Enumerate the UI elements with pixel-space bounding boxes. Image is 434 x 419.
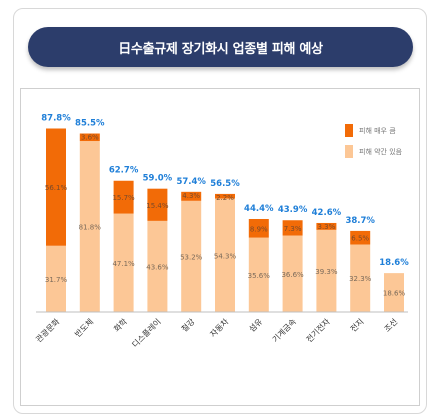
bar-severe-6	[248, 218, 269, 238]
category-label-9: 전지	[348, 316, 365, 333]
bar-severe-0	[46, 128, 66, 246]
label-severe-9: 6.5%	[351, 235, 369, 243]
label-severe-1: 3.6%	[81, 134, 99, 142]
bar-severe-9	[350, 230, 371, 245]
legend-swatch-severe	[345, 124, 353, 137]
label-some-7: 36.6%	[281, 271, 304, 279]
category-label-10: 조선	[383, 317, 400, 334]
bar-severe-4	[181, 191, 202, 201]
bar-severe-7	[282, 220, 303, 236]
label-some-9: 32.3%	[349, 275, 372, 283]
bar-some-4	[181, 200, 202, 312]
category-label-4: 철강	[179, 316, 197, 334]
legend-item-some: 피해 약간 있음	[345, 145, 402, 158]
label-total-3: 59.0%	[143, 174, 173, 184]
label-some-3: 43.6%	[146, 263, 169, 271]
label-severe-8: 3.3%	[318, 223, 336, 231]
label-total-6: 44.4%	[244, 204, 274, 214]
label-some-1: 81.8%	[79, 224, 102, 232]
category-label-3: 디스플레이	[130, 316, 163, 349]
label-total-2: 62.7%	[109, 166, 139, 176]
label-severe-7: 7.3%	[284, 225, 302, 233]
category-label-2: 화학	[112, 316, 130, 334]
label-some-0: 31.7%	[45, 276, 68, 284]
bar-some-6	[248, 237, 269, 312]
bar-severe-3	[147, 188, 168, 221]
category-label-1: 반도체	[73, 316, 96, 339]
label-some-2: 47.1%	[112, 260, 135, 268]
category-label-6: 섬유	[247, 316, 264, 333]
label-total-7: 43.9%	[278, 205, 308, 215]
legend-item-severe: 피해 매우 큼	[345, 124, 402, 137]
label-severe-3: 15.4%	[146, 202, 169, 210]
bar-some-10	[384, 273, 404, 312]
bar-severe-8	[316, 222, 337, 230]
label-severe-2: 15.7%	[112, 194, 135, 202]
label-total-5: 56.5%	[210, 179, 240, 189]
label-total-1: 85.5%	[75, 119, 105, 129]
bar-some-8	[316, 229, 337, 312]
bar-some-3	[147, 220, 168, 312]
label-some-8: 39.3%	[315, 268, 338, 276]
label-total-10: 18.6%	[379, 258, 409, 268]
legend-label-severe: 피해 매우 큼	[359, 126, 396, 135]
label-some-5: 54.3%	[214, 252, 237, 260]
bar-some-5	[215, 198, 235, 312]
label-severe-6: 8.9%	[250, 225, 268, 233]
bar-some-7	[282, 235, 303, 312]
label-some-6: 35.6%	[248, 272, 271, 280]
label-severe-5: 2.2%	[216, 194, 234, 202]
label-some-4: 53.2%	[180, 253, 203, 261]
label-total-0: 87.8%	[41, 113, 71, 123]
category-label-0: 관광문화	[34, 316, 62, 344]
category-label-8: 전기전자	[304, 316, 332, 344]
bar-severe-2	[113, 180, 134, 214]
label-severe-4: 4.3%	[182, 192, 200, 200]
bar-some-0	[46, 245, 66, 312]
label-total-4: 57.4%	[176, 177, 206, 187]
label-some-10: 18.6%	[383, 290, 406, 298]
legend-label-some: 피해 약간 있음	[359, 147, 403, 156]
bar-some-9	[350, 244, 371, 312]
bar-severe-5	[215, 193, 235, 199]
bar-severe-1	[79, 133, 100, 142]
legend-swatch-some	[345, 145, 353, 158]
category-label-5: 자동차	[208, 317, 230, 339]
label-total-9: 38.7%	[345, 216, 375, 226]
bar-some-1	[79, 141, 100, 312]
legend: 피해 매우 큼 피해 약간 있음	[345, 124, 402, 166]
bar-some-2	[113, 213, 134, 312]
label-severe-0: 56.1%	[45, 184, 68, 192]
chart-title: 日수출규제 장기화시 업종별 피해 예상	[28, 27, 413, 67]
category-label-7: 기계금속	[270, 316, 298, 344]
label-total-8: 42.6%	[312, 208, 342, 218]
